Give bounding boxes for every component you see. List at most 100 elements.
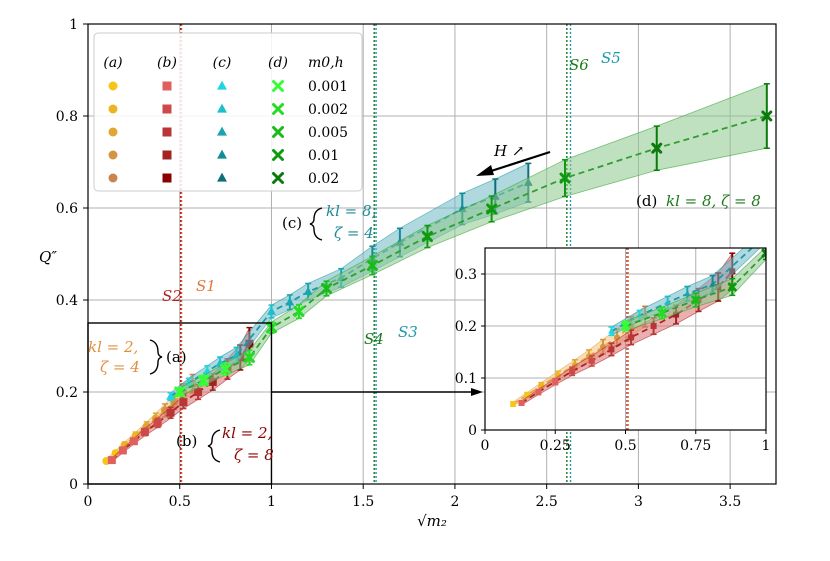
- main-series-3-point-12: [761, 110, 773, 122]
- legend-marker-0-1: [108, 104, 118, 114]
- annotation-d-tag: (d): [636, 192, 657, 210]
- inset-xtick-label-1: 0.25: [540, 438, 571, 454]
- inset-series-3-point-0: [621, 321, 630, 331]
- main-series-1-point-6: [179, 398, 188, 407]
- legend-value-3: 0.01: [308, 148, 339, 164]
- annotation-b-tag: (b): [176, 432, 197, 450]
- inset-ytick-label-0: 0: [468, 423, 477, 439]
- inset-series-3-point-3: [727, 282, 737, 292]
- main-xtick-label-6: 3: [634, 494, 643, 510]
- inset-xtick-label-4: 1: [762, 438, 771, 454]
- main-series-1-point-8: [208, 377, 217, 386]
- main-series-3-point-6: [321, 283, 333, 294]
- main-ytick-label-4: 0.8: [56, 109, 78, 125]
- annotation-c-brace: [309, 207, 323, 241]
- main-series-1-point-0: [107, 456, 116, 465]
- annotation-c-tag: (c): [282, 214, 302, 232]
- main-series-3-point-11: [651, 142, 663, 154]
- inset-series-1-point-5: [608, 346, 615, 353]
- legend-marker-1-0: [162, 81, 172, 91]
- legend-marker-1-1: [162, 104, 172, 114]
- legend-marker-3-0: [272, 80, 284, 92]
- main-xtick-label-1: 0.5: [169, 494, 191, 510]
- inset-series-0-point-0: [510, 401, 517, 407]
- main-series-3-point-2: [220, 363, 232, 375]
- main-series-2-point-7: [303, 286, 313, 295]
- inset-ytick-label-2: 0.2: [455, 319, 477, 335]
- main-series-3-point-7: [366, 260, 378, 271]
- annotation-a-tag: (a): [166, 348, 187, 366]
- vline-label-s2: S2: [162, 287, 182, 305]
- legend-header-1: (b): [157, 55, 177, 71]
- legend-marker-3-4: [272, 172, 284, 184]
- legend-header-3: (d): [268, 55, 288, 71]
- main-ytick-label-3: 0.6: [56, 201, 78, 217]
- main-ytick-label-0: 0: [69, 477, 78, 493]
- legend-header-4: m0,h: [308, 55, 344, 71]
- main-series-2-point-6: [285, 297, 295, 306]
- inset-series-3-group: [621, 248, 766, 332]
- main-series-3-group: [174, 83, 773, 398]
- main-series-2-point-5: [267, 306, 276, 315]
- legend-marker-1-2: [162, 127, 172, 137]
- inset-series-3-point-4: [761, 248, 766, 258]
- main-xtick-label-7: 3.5: [719, 494, 741, 510]
- vline-label-s6: S6: [569, 56, 589, 74]
- vline-label-s5: S5: [601, 49, 621, 67]
- annotation-a-line-1: kl = 2,: [88, 338, 138, 356]
- zoom-connector-arrowhead: [471, 388, 483, 396]
- inset-ytick-label-3: 0.3: [455, 267, 477, 283]
- legend-marker-2-3: [217, 149, 227, 159]
- inset-series-0-line: [512, 315, 646, 405]
- annotation-d-line-1: kl = 8, ζ = 8: [666, 192, 761, 210]
- inset-series-2-point-2: [664, 299, 671, 305]
- inset-xtick-label-0: 0: [481, 438, 490, 454]
- main-series-3-point-1: [198, 375, 210, 386]
- annotation-c-line-1: kl = 8,: [326, 202, 376, 220]
- legend-marker-1-3: [162, 150, 172, 160]
- legend-marker-0-3: [108, 150, 118, 160]
- inset-ytick-label-1: 0.1: [455, 371, 477, 387]
- main-xtick-label-0: 0: [84, 494, 93, 510]
- inset-series-1-point-3: [569, 368, 576, 375]
- legend-marker-2-1: [217, 103, 227, 113]
- inset-series-2-point-4: [709, 280, 716, 287]
- legend-marker-2-4: [217, 172, 227, 182]
- main-series-1-point-7: [194, 388, 203, 396]
- legend-marker-1-4: [162, 173, 172, 183]
- main-xtick-label-4: 2: [450, 494, 459, 510]
- inset-series-2-point-3: [684, 290, 691, 297]
- main-series-3-point-10: [559, 172, 571, 184]
- inset-series-1-point-2: [552, 378, 559, 385]
- inset-series-1-point-4: [588, 357, 595, 364]
- main-series-1-point-1: [118, 446, 127, 455]
- inset-series-3-point-1: [657, 308, 667, 318]
- legend-marker-2-0: [217, 80, 227, 90]
- main-series-3-point-3: [243, 352, 255, 363]
- main-xtick-label-2: 1: [267, 494, 276, 510]
- annotation-a-brace: [149, 339, 163, 375]
- main-series-3-point-5: [293, 306, 305, 317]
- main-xtick-label-5: 2.5: [536, 494, 558, 510]
- inset-xtick-label-2: 0.5: [614, 438, 636, 454]
- main-series-1-point-3: [140, 428, 149, 437]
- x-axis-label: √m₂: [417, 512, 447, 530]
- main-ytick-label-1: 0.2: [56, 385, 78, 401]
- legend-value-1: 0.002: [308, 102, 348, 118]
- annotation-h-arrow-shaft: [487, 150, 551, 174]
- inset-xtick-label-3: 0.75: [680, 438, 711, 454]
- inset-series-3-point-2: [691, 295, 701, 305]
- main-series-2-point-0: [166, 391, 175, 400]
- zoom-box: [87, 322, 273, 485]
- vline-label-s3: S3: [398, 323, 418, 341]
- legend-marker-0-4: [108, 173, 118, 183]
- main-axes-frame: [87, 23, 777, 485]
- legend-marker-0-2: [108, 127, 118, 137]
- y-axis-label: Q″: [39, 248, 57, 266]
- annotation-h-arrowhead: [476, 165, 494, 176]
- legend-value-4: 0.02: [308, 171, 339, 187]
- legend-header-0: (a): [103, 55, 122, 71]
- main-ytick-label-5: 1: [69, 17, 78, 33]
- legend-value-2: 0.005: [308, 125, 348, 141]
- legend-box: [93, 32, 363, 192]
